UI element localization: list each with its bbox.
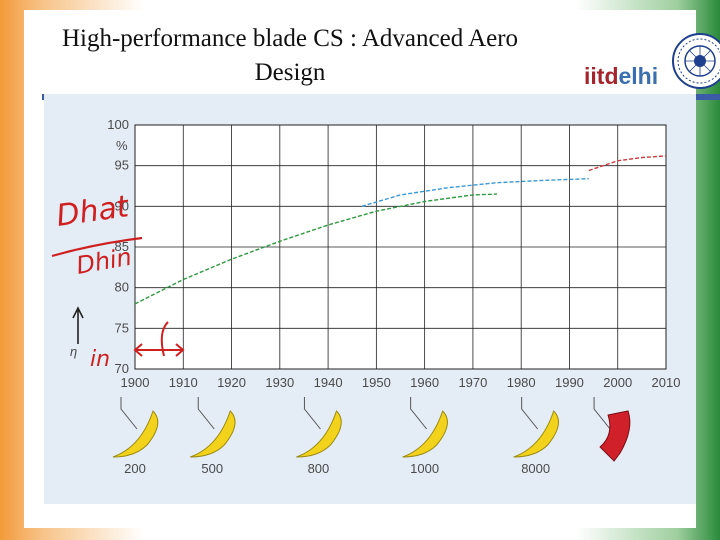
chart-panel: 1900 1910 1920 1930 1940 1950 1960 1970 1980 1990… — [44, 94, 696, 504]
x-tick-label: 1900 — [121, 375, 150, 390]
x-tick-label: 1960 — [410, 375, 439, 390]
y-tick-label: 90 — [115, 198, 129, 213]
blade-leader-line — [410, 397, 428, 430]
blade-label: 8000 — [521, 461, 550, 476]
axis-annotations: % η — [70, 138, 128, 359]
y-tick-label: 100 — [107, 117, 129, 132]
y-tick-label: 80 — [115, 280, 129, 295]
blade-profile — [190, 410, 236, 458]
blade-leader-line — [593, 397, 611, 430]
tick-labels: 1900 1910 1920 1930 1940 1950 1960 1970 1980 1990… — [107, 117, 680, 390]
iitd-logo-text: iitdelhi — [584, 63, 658, 90]
blade-leader-line — [303, 397, 321, 430]
y-tick-label: 75 — [115, 320, 129, 335]
blade-label: 500 — [201, 461, 223, 476]
blade-profile — [599, 410, 631, 462]
handwritten-annotations: Dhat Dhin in — [51, 189, 185, 372]
blade-profile — [112, 410, 159, 458]
efficiency-chart: 1900 1910 1920 1930 1940 1950 1960 1970 1980 1990… — [51, 117, 680, 476]
x-tick-label: 1980 — [507, 375, 536, 390]
x-tick-label: 1990 — [555, 375, 584, 390]
grid-layer — [134, 124, 667, 370]
handwritten-dhat: Dhat — [54, 189, 132, 234]
iitd-seal-icon — [672, 33, 720, 89]
x-tick-label: 1940 — [314, 375, 343, 390]
y-tick-label: 85 — [115, 239, 129, 254]
handwritten-fraction-line — [51, 236, 143, 258]
y-tick-label: 70 — [115, 361, 129, 376]
blade-profile — [513, 410, 559, 458]
x-tick-label: 1930 — [265, 375, 294, 390]
blade-profile — [402, 410, 448, 458]
logo-text-part-a: iitd — [584, 63, 619, 89]
logo-text-part-b: elhi — [618, 63, 659, 89]
x-tick-label: 2000 — [603, 375, 632, 390]
x-tick-label: 1950 — [362, 375, 391, 390]
series-line-2 — [361, 178, 589, 207]
blade-profiles: 200 500 800 1000 8000 — [112, 397, 631, 476]
handwritten-eta-in: in — [90, 347, 110, 372]
x-tick-label: 1920 — [217, 375, 246, 390]
x-tick-label: 1970 — [458, 375, 487, 390]
blade-label: 1000 — [410, 461, 439, 476]
series-line-3 — [588, 155, 667, 172]
handwritten-arrow-icon — [133, 321, 185, 357]
blade-leader-line — [521, 397, 539, 430]
x-tick-label: 1910 — [169, 375, 198, 390]
blade-label: 200 — [124, 461, 146, 476]
y-axis-label: η — [70, 344, 77, 359]
blade-label: 800 — [308, 461, 330, 476]
blade-profile — [296, 410, 342, 458]
y-tick-label: 95 — [115, 158, 129, 173]
slide-title: High-performance blade CS : Advanced Aer… — [61, 25, 519, 86]
x-tick-label: 2010 — [652, 375, 681, 390]
y-unit-label: % — [116, 138, 128, 153]
blade-leader-line — [197, 397, 215, 430]
series-layer — [134, 155, 667, 305]
y-axis-arrow-icon — [72, 306, 84, 344]
blade-leader-line — [120, 397, 138, 430]
